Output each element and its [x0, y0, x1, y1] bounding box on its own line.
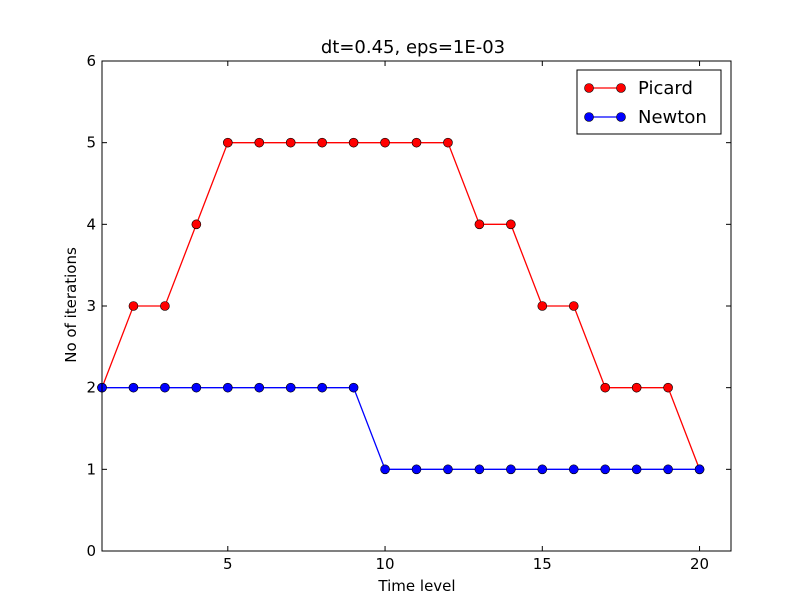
y-tick-label: 0: [86, 542, 96, 560]
legend-label: Picard: [638, 78, 693, 99]
data-point: [191, 382, 202, 393]
y-tick-label: 1: [86, 460, 96, 478]
legend-item: Picard: [584, 78, 693, 99]
data-point: [317, 137, 327, 148]
plot-frame: [101, 60, 732, 552]
series-newton: [97, 382, 705, 475]
x-tick-label: 10: [376, 555, 395, 573]
chart-title: dt=0.45, eps=1E-03: [321, 37, 505, 58]
data-point: [568, 301, 579, 311]
data-point: [380, 137, 390, 148]
legend-box: [576, 69, 722, 135]
data-point: [506, 464, 516, 475]
data-point: [317, 382, 327, 393]
y-tick-label: 5: [86, 134, 96, 152]
data-point: [223, 382, 233, 393]
data-point: [631, 382, 642, 393]
data-point: [285, 382, 296, 393]
data-point: [600, 382, 611, 393]
data-point: [285, 137, 296, 148]
data-point: [568, 464, 579, 475]
data-point: [254, 382, 265, 393]
data-point: [223, 137, 233, 148]
x-tick-label: 15: [533, 555, 552, 573]
legend-item: Newton: [584, 107, 707, 128]
data-point: [443, 137, 453, 148]
data-point: [631, 464, 642, 475]
y-axis-label: No of iterations: [62, 247, 80, 363]
data-point: [254, 137, 265, 148]
data-point: [537, 464, 548, 475]
y-tick-label: 6: [86, 52, 96, 70]
x-axis-label: Time level: [377, 577, 455, 595]
data-point: [443, 464, 453, 475]
series-layer: [97, 137, 705, 475]
x-tick-label: 20: [690, 555, 709, 573]
y-tick-label: 3: [86, 297, 96, 315]
data-point: [663, 382, 673, 393]
data-point: [537, 301, 548, 311]
data-point: [600, 464, 611, 475]
data-point: [506, 219, 516, 230]
data-point: [348, 382, 359, 393]
axis-ticks: 5 10 15 20 0 1 2 3 4 5 6: [86, 52, 731, 573]
legend-marker: [616, 112, 626, 122]
data-point: [380, 464, 390, 475]
series-picard: [97, 137, 705, 475]
y-tick-label: 2: [86, 379, 96, 397]
data-point: [348, 137, 359, 148]
series-line: [101, 142, 701, 470]
data-point: [128, 301, 139, 311]
data-point: [694, 464, 705, 475]
data-point: [411, 137, 422, 148]
x-tick-label: 5: [223, 555, 233, 573]
data-point: [160, 301, 170, 311]
legend-marker: [584, 112, 594, 122]
data-point: [191, 219, 202, 230]
data-point: [411, 464, 422, 475]
data-point: [663, 464, 673, 475]
series-line: [102, 387, 700, 470]
data-point: [160, 382, 170, 393]
legend-marker: [616, 83, 626, 93]
data-point: [474, 464, 485, 475]
legend-marker: [584, 83, 594, 93]
legend-label: Newton: [638, 107, 707, 128]
legend: Picard Newton: [576, 69, 722, 135]
data-point: [128, 382, 139, 393]
y-tick-label: 4: [86, 215, 96, 233]
data-point: [474, 219, 485, 230]
